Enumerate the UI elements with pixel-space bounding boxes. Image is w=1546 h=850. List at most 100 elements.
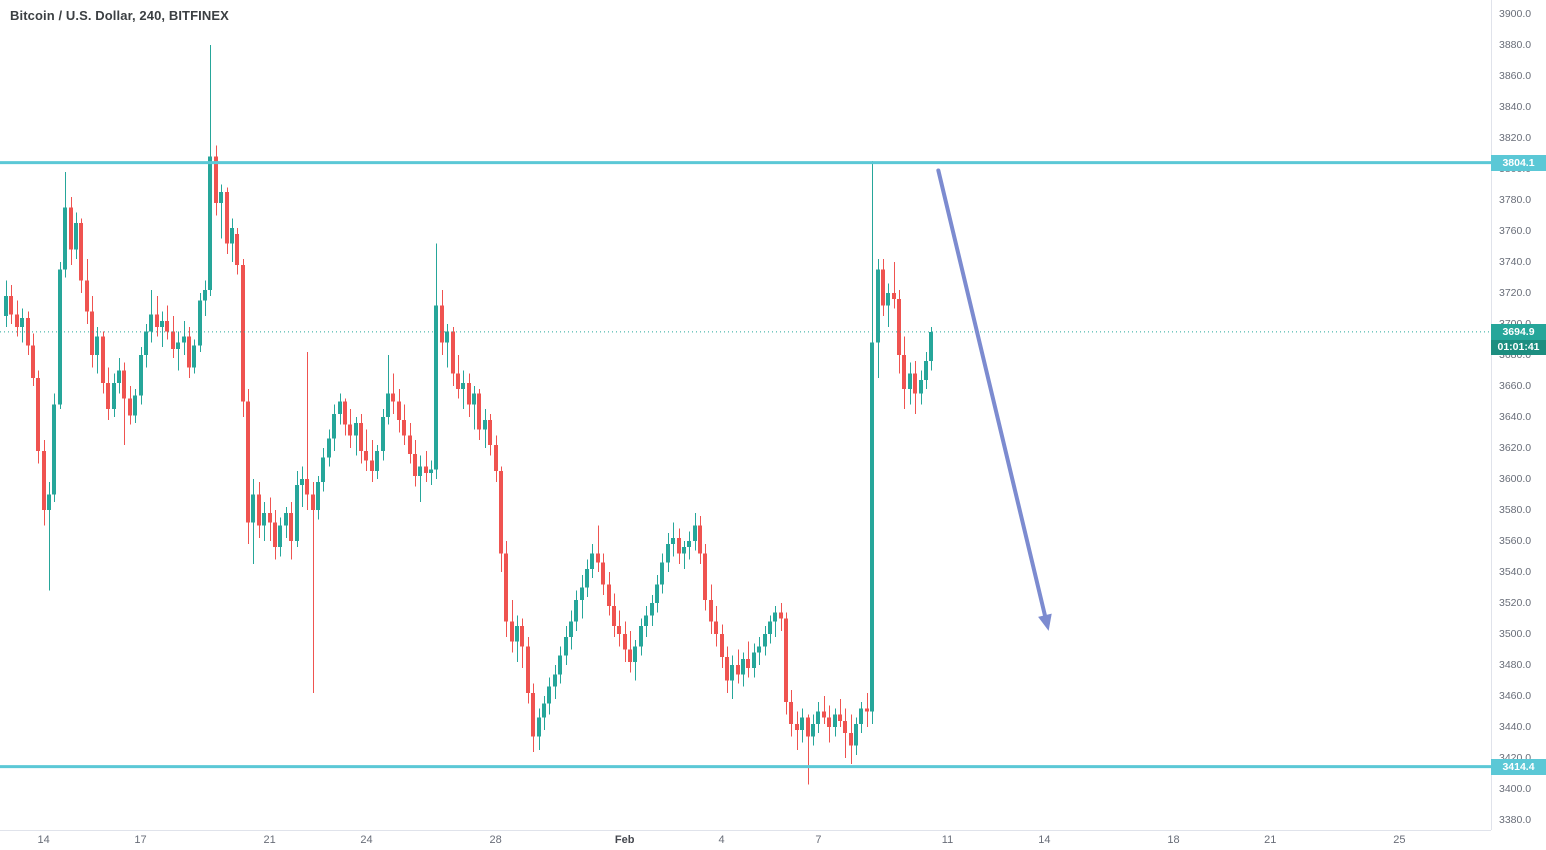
candle-body bbox=[671, 537, 675, 545]
candle-body bbox=[929, 331, 933, 362]
candle-body bbox=[155, 314, 159, 328]
candle-body bbox=[547, 686, 551, 704]
price-axis[interactable]: 3900.03880.03860.03840.03820.03800.03780… bbox=[1491, 0, 1546, 830]
candle-body bbox=[445, 331, 449, 343]
candle-body bbox=[596, 553, 600, 563]
candle-body bbox=[553, 674, 557, 687]
candle-body bbox=[408, 435, 412, 455]
price-tick-label: 3560.0 bbox=[1499, 534, 1532, 547]
price-tick-label: 3840.0 bbox=[1499, 100, 1532, 113]
candle-body bbox=[784, 618, 788, 703]
candle-body bbox=[795, 723, 799, 731]
candle-body bbox=[424, 466, 428, 473]
candle-body bbox=[391, 393, 395, 402]
candle-body bbox=[230, 227, 234, 244]
candle-body bbox=[838, 714, 842, 721]
candle-body bbox=[332, 413, 336, 439]
trend-arrow-head[interactable] bbox=[1038, 613, 1052, 631]
current-price-label: 3694.9 bbox=[1491, 323, 1546, 340]
candle-body bbox=[165, 320, 169, 332]
candle-body bbox=[816, 711, 820, 724]
candle-body bbox=[321, 457, 325, 483]
price-tick-label: 3540.0 bbox=[1499, 565, 1532, 578]
candle-body bbox=[9, 296, 13, 315]
candle-body bbox=[569, 621, 573, 638]
candle-body bbox=[381, 416, 385, 452]
candle-body bbox=[246, 401, 250, 523]
candle-body bbox=[558, 655, 562, 675]
candle-body bbox=[687, 540, 691, 548]
time-tick-label: 17 bbox=[134, 834, 147, 846]
candle-body bbox=[623, 633, 627, 650]
candle-body bbox=[241, 265, 245, 402]
candle-body bbox=[36, 378, 40, 452]
candle-body bbox=[117, 370, 121, 383]
candle-body bbox=[504, 553, 508, 622]
candle-body bbox=[316, 482, 320, 510]
candle-body bbox=[182, 336, 186, 343]
candle-body bbox=[69, 207, 73, 250]
candle-body bbox=[79, 223, 83, 281]
candle-body bbox=[537, 717, 541, 737]
candle-body bbox=[300, 478, 304, 486]
time-tick-label: Feb bbox=[614, 834, 635, 846]
candle-body bbox=[746, 658, 750, 669]
time-tick-label: 18 bbox=[1167, 834, 1180, 846]
time-tick-label: 4 bbox=[718, 834, 725, 846]
candle-body bbox=[58, 269, 62, 405]
price-tick-label: 3760.0 bbox=[1499, 224, 1532, 237]
trend-arrow-shaft[interactable] bbox=[936, 168, 1047, 618]
price-tick-label: 3460.0 bbox=[1499, 689, 1532, 702]
candle-body bbox=[160, 320, 164, 328]
candle-body bbox=[106, 382, 110, 410]
candle-body bbox=[892, 292, 896, 300]
candle-body bbox=[467, 382, 471, 405]
price-tick-label: 3600.0 bbox=[1499, 472, 1532, 485]
candle-body bbox=[268, 513, 272, 523]
candle-body bbox=[203, 289, 207, 301]
candle-body bbox=[849, 733, 853, 746]
support-price-label: 3414.4 bbox=[1491, 758, 1546, 775]
candlestick-chart[interactable] bbox=[0, 0, 1491, 830]
time-tick-label: 21 bbox=[1264, 834, 1277, 846]
candle-body bbox=[440, 305, 444, 343]
candle-body bbox=[660, 562, 664, 585]
candle-body bbox=[741, 658, 745, 675]
candle-body bbox=[870, 342, 874, 712]
candle-body bbox=[257, 494, 261, 526]
candle-body bbox=[31, 345, 35, 379]
candle-body bbox=[198, 300, 202, 346]
candle-body bbox=[348, 424, 352, 436]
candle-body bbox=[542, 703, 546, 718]
candle-body bbox=[580, 587, 584, 600]
price-tick-label: 3820.0 bbox=[1499, 131, 1532, 144]
candle-body bbox=[354, 423, 358, 436]
symbol-title: Bitcoin / U.S. Dollar, 240, BITFINEX bbox=[10, 8, 229, 23]
price-tick-label: 3580.0 bbox=[1499, 503, 1532, 516]
candle-body bbox=[375, 451, 379, 472]
candle-body bbox=[122, 370, 126, 399]
price-tick-label: 3860.0 bbox=[1499, 69, 1532, 82]
candle-body bbox=[359, 423, 363, 452]
price-tick-label: 3520.0 bbox=[1499, 596, 1532, 609]
candle-body bbox=[677, 537, 681, 554]
candle-body bbox=[278, 525, 282, 548]
candle-body bbox=[429, 469, 433, 473]
time-axis[interactable]: 14 17 21 24 28 Feb 4 7 11 14 18 21 25 bbox=[0, 830, 1491, 850]
time-tick-label: 21 bbox=[263, 834, 276, 846]
candle-body bbox=[187, 336, 191, 368]
candle-body bbox=[52, 404, 56, 495]
candle-body bbox=[515, 626, 519, 642]
candle-body bbox=[607, 584, 611, 607]
candle-body bbox=[208, 156, 212, 290]
price-tick-label: 3640.0 bbox=[1499, 410, 1532, 423]
candle-body bbox=[655, 584, 659, 603]
price-tick-label: 3500.0 bbox=[1499, 627, 1532, 640]
time-tick-label: 28 bbox=[489, 834, 502, 846]
candle-body bbox=[644, 615, 648, 627]
candle-body bbox=[682, 547, 686, 554]
candle-body bbox=[886, 292, 890, 306]
candle-body bbox=[47, 494, 51, 510]
candle-body bbox=[112, 382, 116, 410]
